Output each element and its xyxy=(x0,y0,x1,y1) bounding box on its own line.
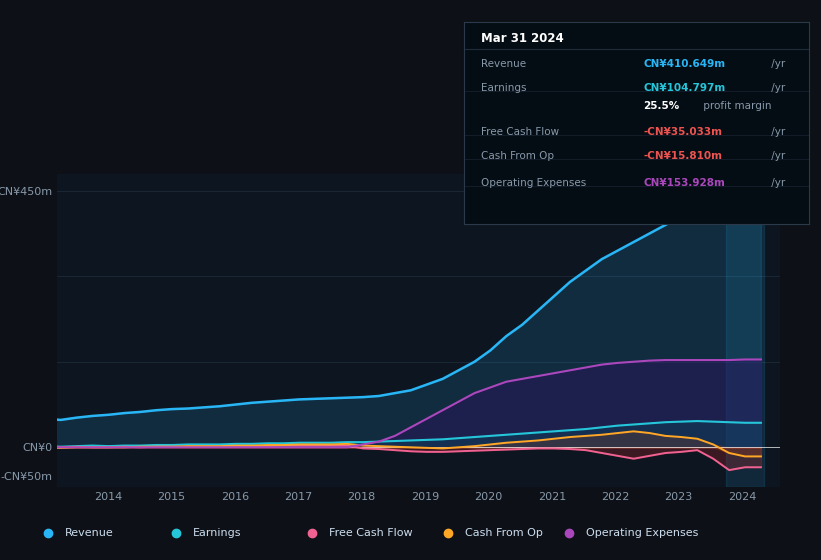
Text: Operating Expenses: Operating Expenses xyxy=(481,178,586,188)
Text: Revenue: Revenue xyxy=(481,59,526,69)
Text: /yr: /yr xyxy=(768,59,786,69)
Text: 25.5%: 25.5% xyxy=(643,101,680,111)
Text: /yr: /yr xyxy=(768,178,786,188)
Text: /yr: /yr xyxy=(768,151,786,161)
Text: /yr: /yr xyxy=(768,127,786,137)
Text: Cash From Op: Cash From Op xyxy=(481,151,554,161)
Text: Cash From Op: Cash From Op xyxy=(465,529,543,538)
Text: Operating Expenses: Operating Expenses xyxy=(585,529,698,538)
Text: profit margin: profit margin xyxy=(700,101,772,111)
Text: Free Cash Flow: Free Cash Flow xyxy=(329,529,412,538)
Text: CN¥104.797m: CN¥104.797m xyxy=(643,83,726,93)
Text: Mar 31 2024: Mar 31 2024 xyxy=(481,32,564,45)
Text: -CN¥35.033m: -CN¥35.033m xyxy=(643,127,722,137)
Bar xyxy=(726,174,764,487)
Text: Revenue: Revenue xyxy=(65,529,113,538)
Text: /yr: /yr xyxy=(768,83,786,93)
Text: Earnings: Earnings xyxy=(481,83,526,93)
Text: Earnings: Earnings xyxy=(193,529,241,538)
Text: CN¥153.928m: CN¥153.928m xyxy=(643,178,725,188)
Text: CN¥410.649m: CN¥410.649m xyxy=(643,59,725,69)
Text: -CN¥15.810m: -CN¥15.810m xyxy=(643,151,722,161)
Text: Free Cash Flow: Free Cash Flow xyxy=(481,127,559,137)
